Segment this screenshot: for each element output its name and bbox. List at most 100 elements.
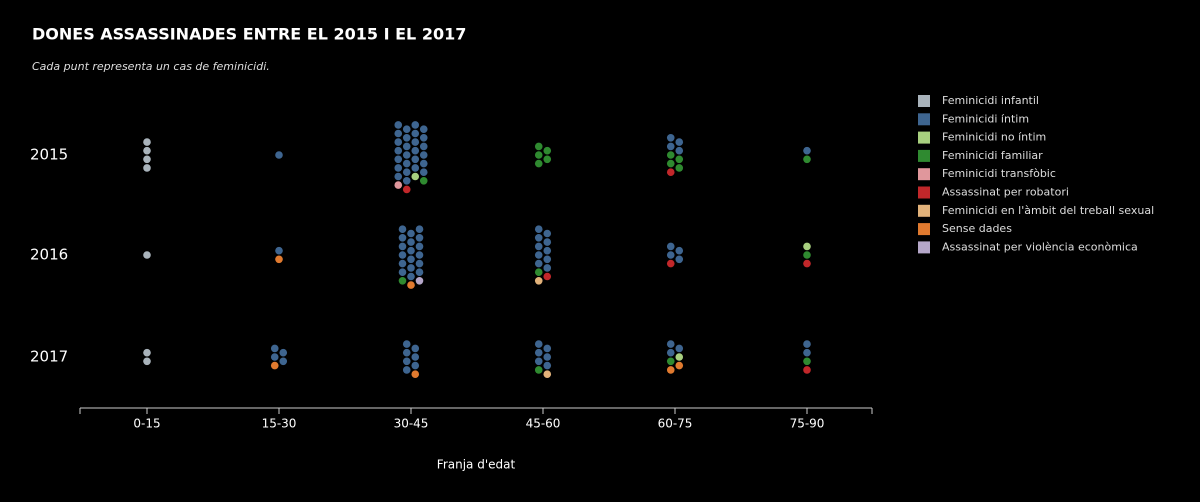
dot — [419, 177, 428, 185]
dot — [394, 172, 403, 181]
legend-label: Feminicidi infantil — [942, 94, 1039, 107]
dot — [543, 370, 552, 379]
dot — [394, 138, 403, 146]
dot — [270, 353, 279, 361]
dot — [666, 348, 675, 357]
dot — [398, 251, 407, 259]
dot — [411, 344, 420, 353]
dot — [534, 159, 543, 168]
dot — [675, 164, 684, 172]
dot — [419, 151, 428, 159]
dot — [143, 164, 151, 172]
dot — [394, 155, 403, 164]
dot — [394, 121, 403, 129]
dot — [402, 366, 411, 374]
dot-group — [803, 242, 811, 251]
dot — [675, 155, 684, 164]
dot — [419, 159, 428, 168]
dot-group — [270, 344, 288, 366]
dot — [675, 255, 684, 264]
dot — [398, 277, 407, 285]
dot — [419, 125, 428, 133]
dot-group — [411, 370, 420, 379]
dot — [534, 259, 543, 268]
dot — [415, 259, 424, 268]
dot — [534, 348, 543, 357]
dot — [666, 259, 675, 268]
dot-group — [666, 168, 675, 176]
dot — [543, 361, 552, 370]
dot — [543, 246, 552, 255]
dot-group — [402, 340, 420, 374]
dot-group — [534, 277, 543, 285]
legend-swatch — [918, 223, 930, 236]
dot-group — [394, 121, 428, 185]
dot — [398, 234, 407, 242]
dot — [398, 268, 407, 277]
dot — [666, 159, 675, 168]
x-tick-label: 75-90 — [790, 417, 825, 431]
dot-group — [398, 225, 424, 281]
dot — [534, 251, 543, 259]
dot-group — [666, 340, 684, 357]
dot — [534, 340, 543, 348]
legend-swatch — [918, 149, 930, 162]
dot — [143, 155, 151, 164]
dot — [534, 234, 543, 242]
dot — [415, 277, 424, 285]
x-tick-label: 30-45 — [394, 417, 429, 431]
legend-label: Feminicidi íntim — [942, 112, 1029, 125]
dot — [407, 264, 415, 272]
dot — [543, 238, 552, 246]
legend-label: Feminicidi transfòbic — [942, 167, 1056, 180]
dot-group — [534, 225, 552, 272]
dot — [398, 225, 407, 233]
dot — [666, 134, 675, 142]
dot-group — [419, 177, 428, 185]
dot — [675, 353, 684, 361]
dot — [534, 225, 543, 233]
legend-label: Feminicidi en l'àmbit del treball sexual — [942, 204, 1154, 217]
dot — [415, 242, 424, 251]
dot — [803, 242, 811, 251]
dot-group — [803, 259, 811, 268]
dot — [143, 138, 151, 146]
dot — [415, 268, 424, 277]
dot — [419, 134, 428, 142]
dot — [411, 172, 420, 181]
dot — [143, 348, 151, 357]
legend-swatch — [918, 131, 930, 144]
dot — [543, 255, 552, 264]
dot — [407, 281, 415, 289]
dot — [415, 225, 424, 233]
dot — [407, 229, 415, 238]
dot — [402, 125, 411, 133]
dot — [279, 348, 288, 357]
dot — [402, 177, 411, 185]
dot-group — [803, 146, 811, 155]
x-tick-label: 60-75 — [658, 417, 693, 431]
dot — [534, 357, 543, 366]
dot — [411, 155, 420, 164]
dot — [402, 151, 411, 159]
dot-group — [666, 361, 684, 374]
dot — [534, 142, 543, 151]
dot-group — [675, 353, 684, 361]
dot — [270, 361, 279, 370]
row-label: 2015 — [30, 146, 68, 164]
chart-title: DONES ASSASSINADES ENTRE EL 2015 I EL 20… — [32, 25, 466, 44]
legend-swatch — [918, 186, 930, 199]
dot-group — [803, 366, 811, 374]
dot — [666, 142, 675, 151]
dot — [143, 251, 151, 259]
dot — [407, 255, 415, 264]
dot — [411, 361, 420, 370]
dot — [402, 159, 411, 168]
dot-group — [534, 340, 552, 370]
dot — [270, 344, 279, 353]
dot — [411, 121, 420, 129]
dot — [543, 353, 552, 361]
dot — [803, 366, 811, 374]
dot — [675, 246, 684, 255]
